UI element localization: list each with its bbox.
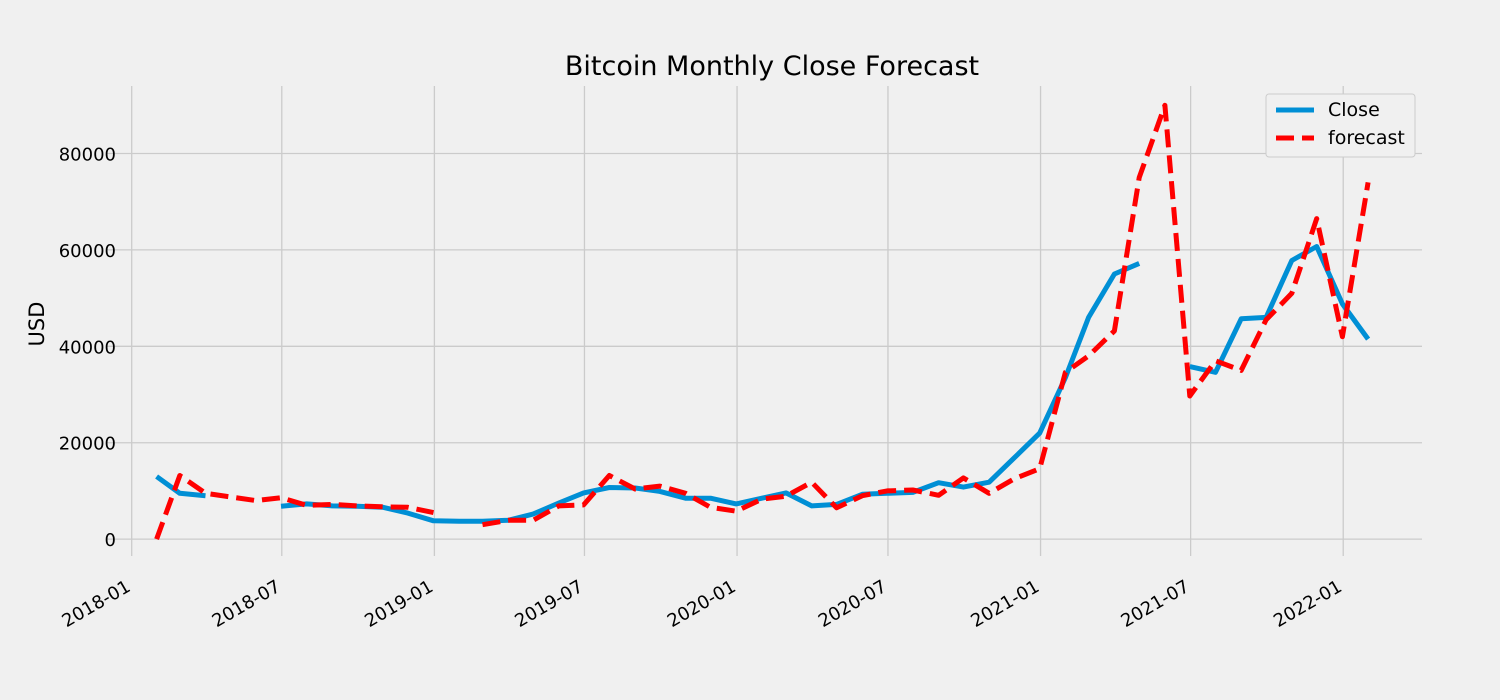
series-layer <box>154 102 1371 540</box>
legend: Close forecast <box>1265 93 1416 158</box>
legend-forecast-label: forecast <box>1328 127 1405 149</box>
y-tick-label: 0 <box>105 530 116 551</box>
grid <box>106 86 1422 556</box>
series-forecast-line <box>154 473 435 540</box>
series-close-line <box>280 261 1141 524</box>
chart-title: Bitcoin Monthly Close Forecast <box>565 51 979 82</box>
legend-close-label: Close <box>1328 99 1380 121</box>
y-axis-label: USD <box>25 302 49 347</box>
series-close-line <box>155 474 206 499</box>
y-axis-ticks: 0 20000 40000 60000 80000 <box>59 144 116 551</box>
y-tick-label: 60000 <box>59 241 116 262</box>
y-tick-label: 80000 <box>59 144 116 165</box>
series-forecast-line <box>482 102 1371 528</box>
y-tick-label: 40000 <box>59 337 116 358</box>
y-tick-label: 20000 <box>59 434 116 455</box>
